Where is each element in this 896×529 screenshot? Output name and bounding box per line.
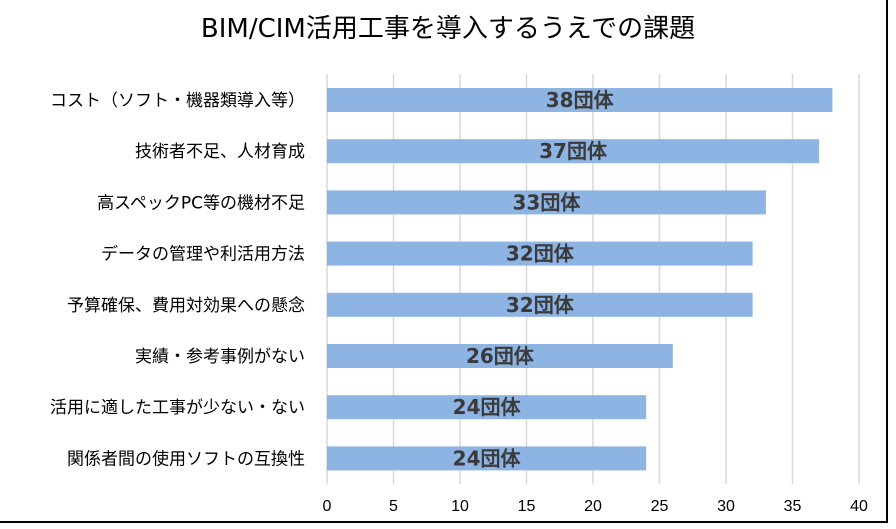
category-label: 活用に適した工事が少ない・ない: [50, 398, 305, 418]
x-tick-label: 0: [323, 498, 332, 515]
x-tick-label: 35: [784, 498, 802, 515]
category-label: 予算確保、費用対効果への懸念: [67, 295, 305, 316]
category-label: コスト（ソフト・機器類導入等）: [50, 91, 305, 111]
bar: [327, 446, 647, 471]
bar: [327, 241, 753, 266]
category-labels: コスト（ソフト・機器類導入等） 技術者不足、人材育成高スペックPC等の機材不足デー…: [50, 91, 305, 469]
x-tick-label: 15: [518, 498, 536, 515]
data-label: 32団体: [506, 293, 575, 317]
bar: [327, 292, 753, 317]
data-label: 26団体: [466, 344, 535, 368]
data-label: 37団体: [539, 139, 608, 163]
category-label: データの管理や利活用方法: [101, 244, 305, 265]
x-axis-tick-labels: 0 5 10 15 20 25 30 35 40: [323, 498, 868, 515]
category-label: 関係者間の使用ソフトの互換性: [67, 448, 305, 469]
x-tick-label: 20: [584, 498, 602, 515]
x-tick-label: 25: [651, 498, 669, 515]
data-label: 32団体: [506, 242, 575, 266]
data-label: 38団体: [546, 88, 615, 112]
x-tick-label: 10: [451, 498, 469, 515]
category-label: 高スペックPC等の機材不足: [97, 193, 305, 213]
data-label: 24団体: [453, 395, 522, 419]
bar: [327, 344, 673, 368]
bar: [327, 139, 820, 164]
bars: [327, 88, 833, 471]
grid-lines: [326, 74, 860, 484]
category-label: 実績・参考事例がない: [135, 347, 305, 367]
x-tick-label: 5: [389, 498, 398, 515]
x-tick-label: 40: [850, 498, 868, 515]
data-label: 33団体: [513, 190, 582, 214]
chart-title: BIM/CIM活用工事を導入するうえでの課題: [200, 14, 696, 44]
x-tick-label: 30: [717, 498, 735, 515]
category-label: 技術者不足、人材育成: [135, 142, 305, 162]
data-label: 24団体: [453, 446, 522, 470]
data-labels: 38団体 37団体 33団体 32団体 32団体 26団体 24団体 24団体: [453, 88, 615, 470]
bar: [327, 395, 647, 420]
bar: [327, 88, 833, 112]
bar: [327, 190, 766, 215]
